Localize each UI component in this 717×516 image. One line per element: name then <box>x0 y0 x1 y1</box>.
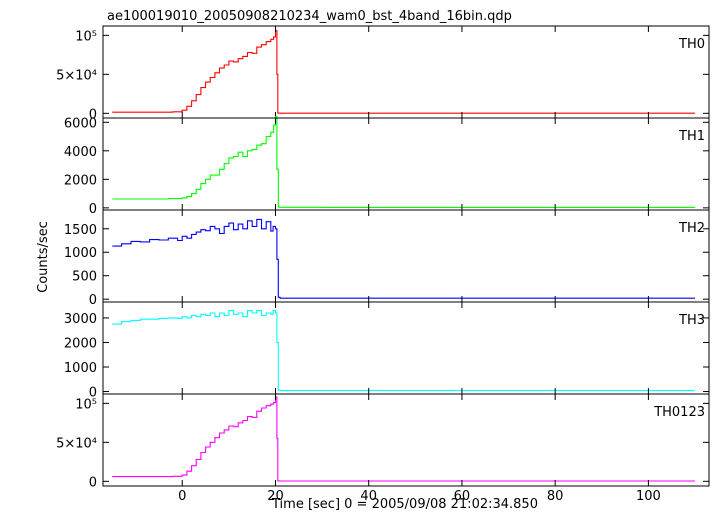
x-tick-label: 0 <box>178 489 186 504</box>
y-tick-label: 0 <box>89 386 97 401</box>
y-tick-label: 2000 <box>64 173 97 188</box>
y-tick-label: 5×10⁴ <box>56 436 97 451</box>
y-tick-label: 0 <box>89 107 97 122</box>
y-tick-label: 5×10⁴ <box>56 68 97 83</box>
x-tick-label: 80 <box>547 489 564 504</box>
panel-frame <box>102 393 710 487</box>
y-tick-label: 10⁵ <box>75 397 97 412</box>
panel-th1: 0 2000 4000 6000 TH1 <box>64 116 710 217</box>
y-tick-label: 500 <box>72 270 97 285</box>
chart-title: ae100019010_20050908210234_wam0_bst_4ban… <box>107 9 512 24</box>
y-tick-label: 10⁵ <box>75 29 97 44</box>
series-th0 <box>112 30 695 114</box>
x-tick-label: 100 <box>636 489 661 504</box>
y-tick-label: 3000 <box>64 312 97 327</box>
x-tick-label: 60 <box>454 489 471 504</box>
series-th2 <box>112 218 695 299</box>
panel-stack: 0 5×10⁴ 10⁵ TH0 0 2000 4000 6000 TH1 0 500 1000 1500… <box>56 25 710 490</box>
y-tick-label: 4000 <box>64 145 97 160</box>
panel-frame <box>102 25 710 119</box>
y-tick-label: 0 <box>89 475 97 490</box>
panel-th3: 0 1000 2000 3000 TH3 <box>64 301 710 401</box>
panel-frame <box>102 209 710 303</box>
y-tick-label: 1000 <box>64 246 97 261</box>
y-tick-label: 0 <box>89 202 97 217</box>
series-th3 <box>112 310 695 392</box>
y-axis-label: Counts/sec <box>36 221 51 293</box>
y-tick-label: 6000 <box>64 116 97 131</box>
y-tick-label: 2000 <box>64 336 97 351</box>
panel-frame <box>102 117 710 211</box>
x-tick-label: 40 <box>360 489 377 504</box>
x-axis-label: Time [sec] 0 = 2005/09/08 21:02:34.850 <box>271 497 538 512</box>
series-th1 <box>112 116 695 208</box>
panel-th2: 0 500 1000 1500 TH2 <box>64 209 710 308</box>
series-th0123 <box>112 396 695 482</box>
panel-label: TH2 <box>678 221 705 236</box>
panel-th0123: 0 5×10⁴ 10⁵ TH0123 <box>56 393 710 490</box>
panel-label: TH1 <box>678 129 705 144</box>
y-tick-label: 1000 <box>64 361 97 376</box>
panel-label: TH3 <box>678 313 705 328</box>
panel-label: TH0 <box>678 37 705 52</box>
panel-label: TH0123 <box>653 405 705 420</box>
x-tick-label: 20 <box>267 489 284 504</box>
y-tick-label: 1500 <box>64 223 97 238</box>
panel-th0: 0 5×10⁴ 10⁵ TH0 <box>56 25 710 122</box>
x-tick-labels: 0 20 40 60 80 100 <box>178 489 661 504</box>
y-tick-label: 0 <box>89 293 97 308</box>
